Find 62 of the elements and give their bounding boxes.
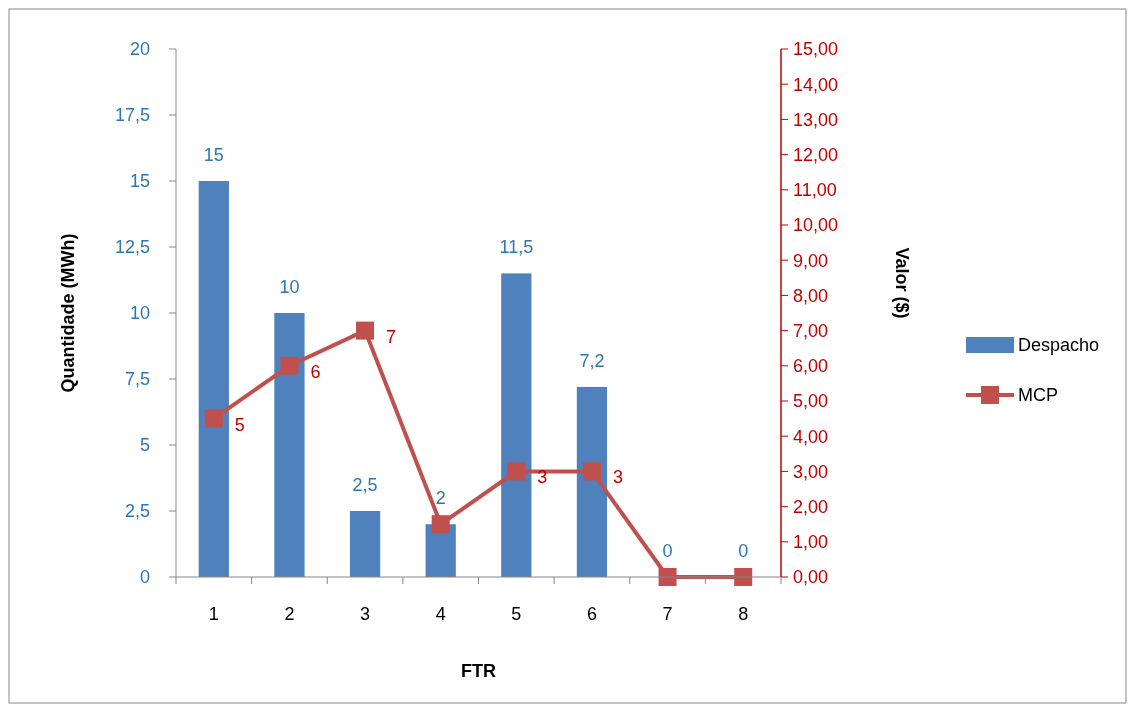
data-label: 2	[435, 488, 446, 509]
x-tick-label: 4	[435, 604, 446, 624]
y2-axis-title: Valor ($)	[892, 247, 912, 319]
y-tick-label: 20	[129, 39, 150, 60]
y-tick-label: 5	[139, 435, 150, 456]
y-tick-label: 10	[129, 303, 150, 324]
legend-label: MCP	[1018, 385, 1058, 406]
data-label: 3	[537, 467, 548, 488]
point	[204, 409, 223, 428]
data-label: 5	[234, 414, 245, 435]
x-tick-label: 8	[738, 604, 749, 624]
y-tick-label: 15	[129, 171, 150, 192]
y2-tick-label: 0,00	[793, 567, 829, 588]
x-tick-label: 6	[586, 604, 597, 624]
point	[431, 515, 450, 534]
point	[280, 356, 299, 375]
x-tick-label: 1	[208, 604, 219, 624]
y2-tick-label: 2,00	[793, 496, 829, 517]
y-axis-title: Quantidade (MWh)	[58, 233, 78, 393]
y2-tick-label: 12,00	[793, 144, 839, 165]
x-tick-label: 3	[360, 604, 371, 624]
y-tick-label: 0	[139, 567, 150, 588]
y2-tick-label: 10,00	[793, 215, 839, 236]
y-tick-label: 12,5	[114, 237, 150, 258]
data-label: 6	[310, 361, 321, 382]
y2-tick-label: 13,00	[793, 109, 839, 130]
y-tick-label: 17,5	[114, 105, 150, 126]
y2-tick-label: 8,00	[793, 285, 829, 306]
y2-tick-label: 4,00	[793, 426, 829, 447]
data-label: 7,2	[579, 350, 605, 371]
data-label: 0	[738, 541, 749, 561]
data-label: 11,5	[499, 237, 534, 258]
bar	[501, 273, 532, 577]
x-tick-label: 5	[511, 604, 522, 624]
bar	[198, 181, 229, 577]
x-axis-title: FTR	[461, 661, 496, 681]
y2-tick-label: 6,00	[793, 356, 829, 377]
y2-tick-label: 9,00	[793, 250, 829, 271]
y-tick-label: 2,5	[124, 501, 150, 522]
data-label: 15	[203, 145, 224, 165]
data-label: 10	[279, 277, 300, 297]
point	[507, 462, 526, 481]
bar	[274, 313, 305, 577]
x-tick-label: 2	[284, 604, 295, 624]
data-label: 0	[662, 541, 673, 561]
y2-tick-label: 5,00	[793, 391, 829, 412]
y2-tick-label: 7,00	[793, 320, 829, 341]
legend-label: Despacho	[1018, 335, 1100, 356]
data-label: 7	[386, 326, 397, 347]
point	[356, 321, 375, 340]
y2-tick-label: 3,00	[793, 461, 829, 482]
y2-tick-label: 1,00	[793, 532, 829, 553]
x-tick-label: 7	[662, 604, 673, 624]
y-tick-label: 7,5	[124, 369, 150, 390]
y2-tick-label: 11,00	[793, 180, 837, 201]
point	[582, 462, 601, 481]
y2-tick-label: 15,00	[793, 39, 839, 60]
y2-tick-label: 14,00	[793, 74, 839, 95]
data-label: 3	[612, 467, 623, 488]
bar	[349, 511, 381, 577]
data-label: 2,5	[352, 475, 378, 495]
bar	[576, 386, 608, 577]
